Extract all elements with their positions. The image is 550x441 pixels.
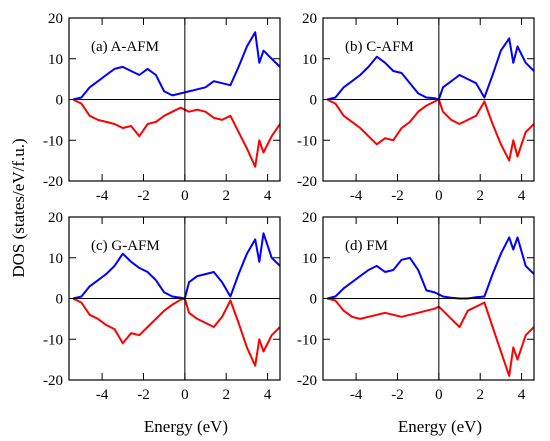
y-tick-label: -10 [43, 332, 63, 348]
y-tick-label: 10 [48, 251, 63, 267]
y-tick-label: 20 [48, 210, 63, 226]
panel-label: (a) A-AFM [91, 39, 159, 55]
x-axis-title-left: Energy (eV) [144, 417, 228, 436]
y-tick-label: 10 [302, 251, 317, 267]
x-tick-label: 2 [476, 188, 484, 204]
x-tick-label: -2 [391, 188, 404, 204]
x-tick-label: 4 [518, 387, 526, 403]
spin-down-line [72, 98, 281, 168]
x-axis-title-right: Energy (eV) [398, 417, 482, 436]
x-tick-label: 0 [181, 188, 189, 204]
y-tick-label: -20 [43, 174, 63, 190]
y-tick-label: 20 [302, 11, 317, 27]
y-tick-label: 0 [310, 93, 318, 109]
x-tick-label: -4 [96, 188, 109, 204]
y-tick-label: -10 [297, 133, 317, 149]
spin-up-line [72, 31, 281, 101]
x-tick-label: 4 [264, 387, 272, 403]
x-tick-label: 2 [222, 387, 230, 403]
x-tick-label: -2 [137, 387, 150, 403]
y-tick-label: 10 [302, 52, 317, 68]
x-tick-label: -2 [137, 188, 150, 204]
x-tick-label: 0 [181, 387, 189, 403]
x-tick-label: 2 [476, 387, 484, 403]
x-tick-label: -4 [350, 188, 363, 204]
y-axis-title: DOS (states/eV/f.u.) [9, 138, 28, 277]
spin-up-line [326, 37, 535, 101]
panel-label: (d) FM [345, 238, 388, 254]
y-tick-label: 20 [302, 210, 317, 226]
x-tick-label: 0 [435, 188, 443, 204]
x-tick-label: 4 [518, 188, 526, 204]
y-tick-label: 0 [56, 93, 64, 109]
spin-down-line [72, 297, 281, 367]
spin-up-line [326, 236, 535, 300]
x-tick-label: -4 [350, 387, 363, 403]
y-tick-label: -10 [297, 332, 317, 348]
y-tick-label: -20 [297, 373, 317, 389]
x-tick-label: 2 [222, 188, 230, 204]
x-tick-label: -4 [96, 387, 109, 403]
spin-down-line [326, 98, 535, 162]
y-tick-label: 20 [48, 11, 63, 27]
y-tick-label: -20 [43, 373, 63, 389]
y-tick-label: -10 [43, 133, 63, 149]
y-tick-label: -20 [297, 174, 317, 190]
panel-label: (c) G-AFM [91, 238, 160, 254]
x-tick-label: 0 [435, 387, 443, 403]
y-tick-label: 10 [48, 52, 63, 68]
spin-down-line [326, 297, 535, 377]
x-tick-label: -2 [391, 387, 404, 403]
y-tick-label: 0 [56, 292, 64, 308]
y-tick-label: 0 [310, 292, 318, 308]
x-tick-label: 4 [264, 188, 272, 204]
panel-label: (b) C-AFM [345, 39, 414, 55]
